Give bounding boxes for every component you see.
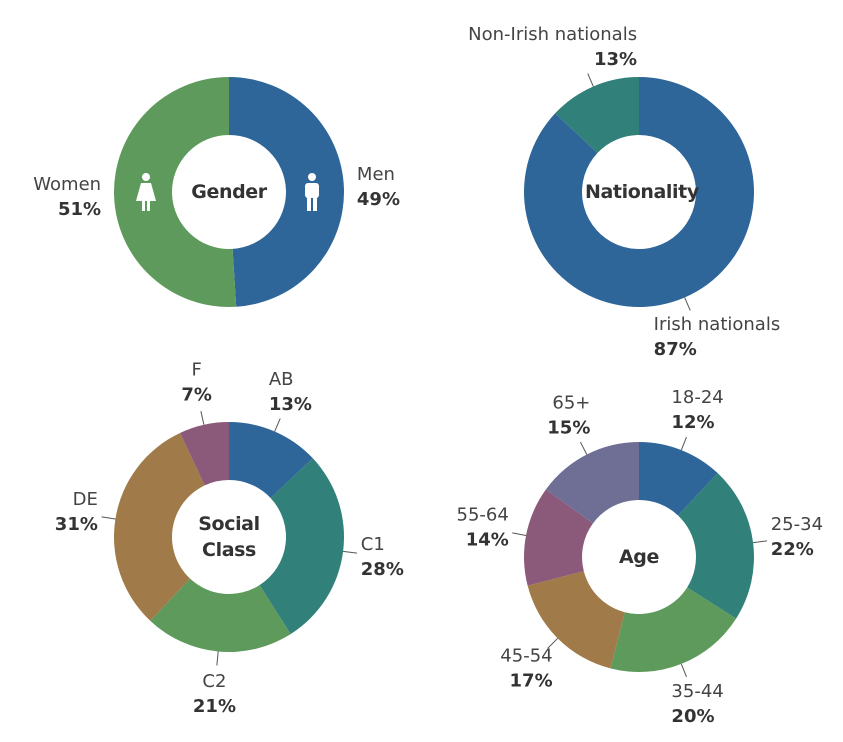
category-name: F	[191, 359, 202, 381]
chart-title: Gender	[191, 181, 267, 203]
leader-line	[274, 418, 281, 432]
leader-line	[753, 540, 768, 544]
value-label: 15%	[547, 418, 591, 440]
value-label: 87%	[653, 338, 697, 360]
category-name: 45-54	[500, 645, 553, 667]
slice-label: C2 21%	[193, 669, 236, 719]
value-label: 14%	[465, 529, 509, 551]
women-icon	[136, 173, 156, 211]
category-name: 35-44	[671, 680, 724, 702]
slice-label: 45-54 17%	[500, 644, 552, 694]
leader-line	[101, 516, 116, 520]
value-label: 13%	[594, 48, 638, 70]
category-name: Non-Irish nationals	[468, 23, 638, 45]
slice	[527, 571, 625, 669]
category-name: Irish nationals	[653, 313, 781, 335]
slice	[523, 77, 754, 307]
category-name: AB	[268, 368, 294, 390]
slice	[545, 442, 639, 524]
value-label: 12%	[671, 412, 715, 434]
slice	[180, 422, 229, 486]
leader-line	[680, 663, 687, 678]
leader-line	[684, 297, 691, 311]
slice-label: C1 28%	[361, 532, 404, 582]
slice-label: Men 49%	[357, 162, 400, 212]
leader-line	[547, 637, 559, 649]
slice-label: Irish nationals 87%	[654, 312, 781, 362]
value-label: 13%	[268, 393, 312, 415]
category-name: 18-24	[671, 387, 724, 409]
leader-line	[200, 410, 205, 425]
category-name: 65+	[552, 393, 591, 415]
value-label: 21%	[192, 696, 236, 718]
category-name: C1	[360, 533, 385, 555]
slice-label: 35-44 20%	[671, 679, 723, 729]
leader-line	[680, 436, 687, 451]
slice-label: F 7%	[181, 358, 212, 408]
value-label: 49%	[356, 189, 401, 211]
slice-label: Women 51%	[33, 172, 101, 222]
leader-line	[579, 441, 588, 455]
category-name: DE	[72, 489, 98, 511]
slice	[678, 473, 754, 619]
value-label: 31%	[54, 514, 98, 536]
leader-line	[587, 73, 594, 87]
marks	[101, 73, 768, 678]
slice	[259, 458, 344, 635]
slice	[555, 77, 639, 153]
slice	[150, 578, 291, 653]
slice-label: 25-34 22%	[771, 512, 823, 562]
slice	[524, 489, 593, 586]
category-name: C2	[202, 671, 227, 693]
slice-label: Non-Irish nationals 13%	[468, 22, 637, 72]
value-label: 22%	[770, 539, 814, 561]
value-label: 28%	[360, 558, 404, 580]
slice	[229, 77, 344, 307]
slice-label: AB 13%	[269, 367, 312, 417]
slice	[229, 422, 313, 498]
category-name: 55-64	[456, 504, 509, 526]
slice-label: DE 31%	[55, 487, 98, 537]
leader-line	[512, 532, 527, 536]
men-icon	[305, 173, 319, 211]
chart-title: Age	[619, 546, 659, 568]
slice-label: 18-24 12%	[671, 385, 723, 435]
slice	[113, 432, 205, 621]
category-name: 25-34	[770, 514, 824, 536]
value-label: 20%	[671, 705, 715, 727]
value-label: 7%	[181, 384, 212, 406]
category-name: Men	[356, 164, 395, 186]
slice-label: 65+ 15%	[547, 391, 590, 441]
slice-label: 55-64 14%	[456, 502, 508, 552]
value-label: 17%	[509, 670, 553, 692]
leader-line	[216, 651, 219, 666]
leader-line	[343, 550, 358, 554]
value-label: 51%	[57, 198, 102, 220]
slice	[610, 587, 737, 672]
slice	[113, 77, 237, 307]
slice	[639, 442, 718, 516]
chart-title: Social Class	[198, 513, 260, 561]
category-name: Women	[33, 173, 102, 195]
chart-title: Nationality	[585, 181, 699, 203]
